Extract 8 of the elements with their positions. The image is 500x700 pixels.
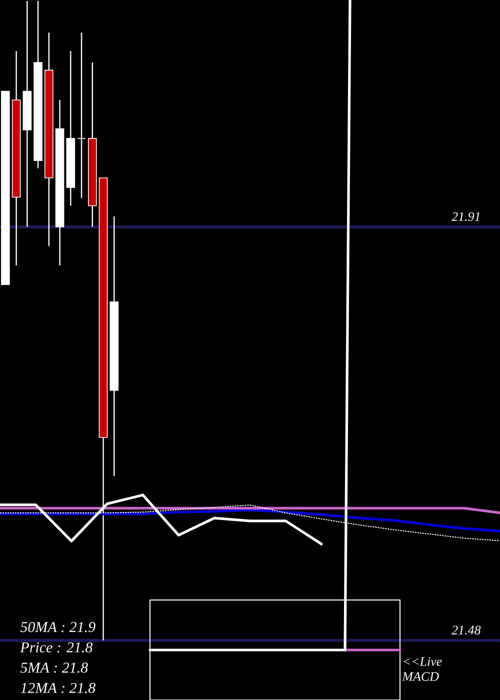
annotation: 12MA : 21.8: [20, 682, 96, 694]
annotation: 50MA : 21.9: [20, 622, 96, 632]
ref-line-label: 21.48: [452, 626, 481, 635]
ref-line-label: 21.91: [452, 212, 480, 222]
annotation: Price : 21.8: [20, 642, 93, 653]
annotation: <<Live MACD: [402, 657, 442, 681]
annotation: 5MA : 21.8: [20, 662, 88, 673]
candlestick: [77, 32, 86, 199]
